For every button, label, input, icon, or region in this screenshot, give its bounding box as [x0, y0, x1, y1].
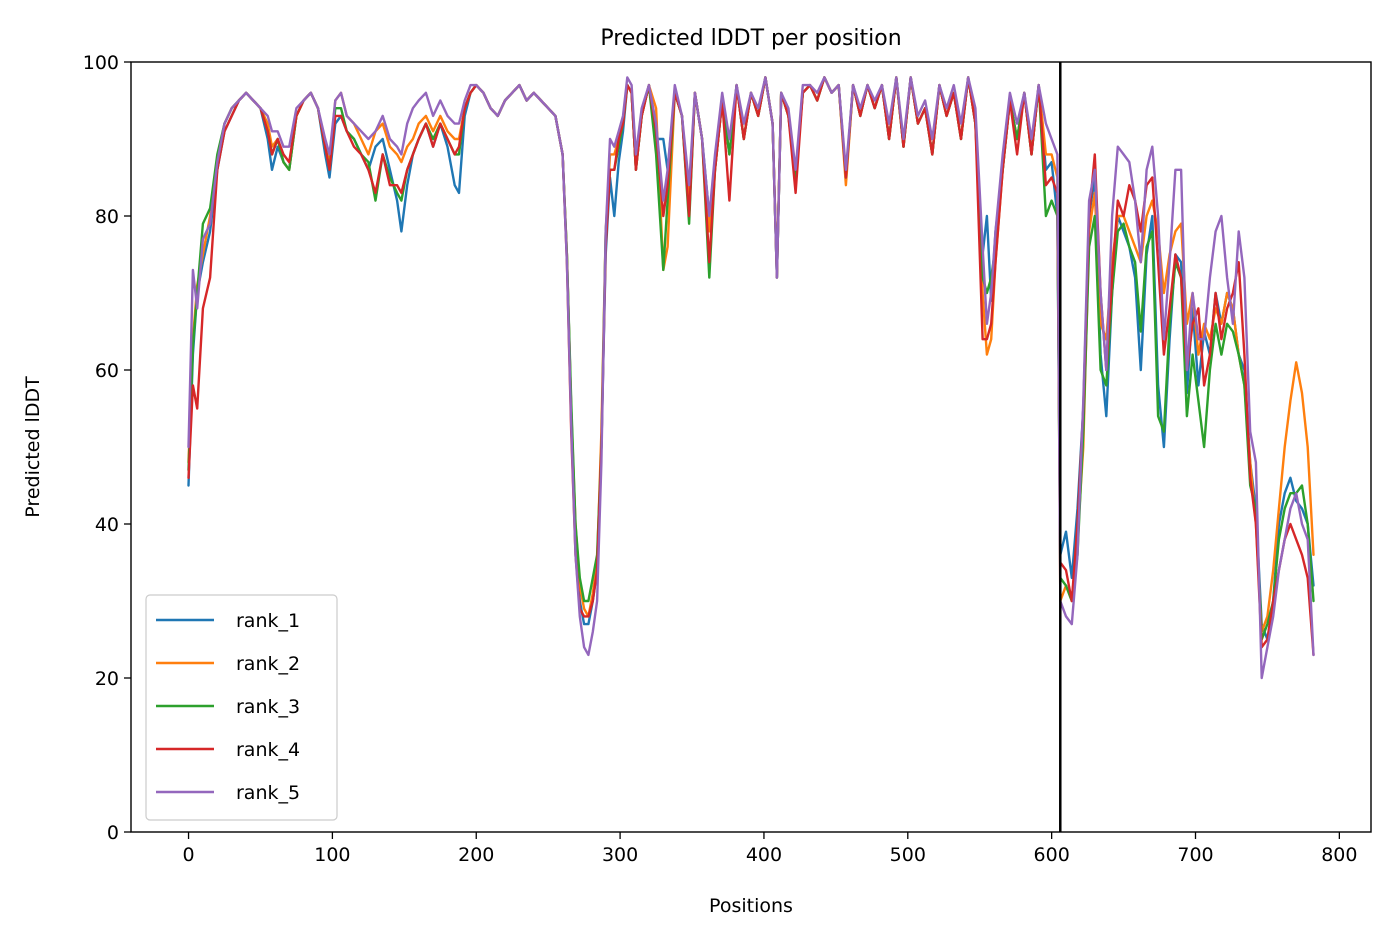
legend: rank_1 rank_2 rank_3 rank_4 rank_5 — [145, 594, 338, 821]
x-axis: 0 100 200 300 400 500 600 700 800 — [182, 832, 1357, 866]
series-line-rank-5 — [187, 76, 1315, 680]
series-line-rank-4 — [187, 76, 1315, 657]
x-tick-label: 800 — [1321, 844, 1357, 866]
x-tick-label: 600 — [1034, 844, 1070, 866]
x-axis-label: Positions — [709, 895, 793, 917]
y-axis: 0 20 40 60 80 100 — [83, 52, 131, 844]
legend-items: rank_1 rank_2 rank_3 rank_4 rank_5 — [156, 610, 300, 804]
y-tick-label: 20 — [95, 668, 119, 690]
y-tick-label: 100 — [83, 52, 119, 74]
plot-frame — [130, 61, 1372, 833]
y-tick-label: 40 — [95, 514, 119, 536]
legend-label-rank-2: rank_2 — [236, 653, 300, 675]
legend-label-rank-3: rank_3 — [236, 696, 300, 718]
series-line-rank-2 — [187, 76, 1315, 633]
series-line-rank-3 — [187, 76, 1315, 641]
x-tick-label: 0 — [182, 844, 194, 866]
x-tick-label: 400 — [746, 844, 782, 866]
legend-label-rank-5: rank_5 — [236, 782, 300, 804]
x-tick-label: 700 — [1177, 844, 1213, 866]
legend-label-rank-1: rank_1 — [236, 610, 300, 632]
series-layer — [187, 76, 1315, 680]
series-line-rank-1 — [187, 76, 1315, 641]
x-tick-label: 500 — [890, 844, 926, 866]
y-axis-label: Predicted lDDT — [22, 376, 44, 518]
y-tick-label: 60 — [95, 360, 119, 382]
x-tick-label: 300 — [602, 844, 638, 866]
chart-title: Predicted lDDT per position — [600, 26, 901, 51]
y-tick-label: 0 — [107, 822, 119, 844]
y-tick-label: 80 — [95, 206, 119, 228]
x-tick-label: 100 — [314, 844, 350, 866]
legend-label-rank-4: rank_4 — [236, 739, 300, 761]
legend-box — [145, 594, 338, 821]
x-tick-label: 200 — [458, 844, 494, 866]
